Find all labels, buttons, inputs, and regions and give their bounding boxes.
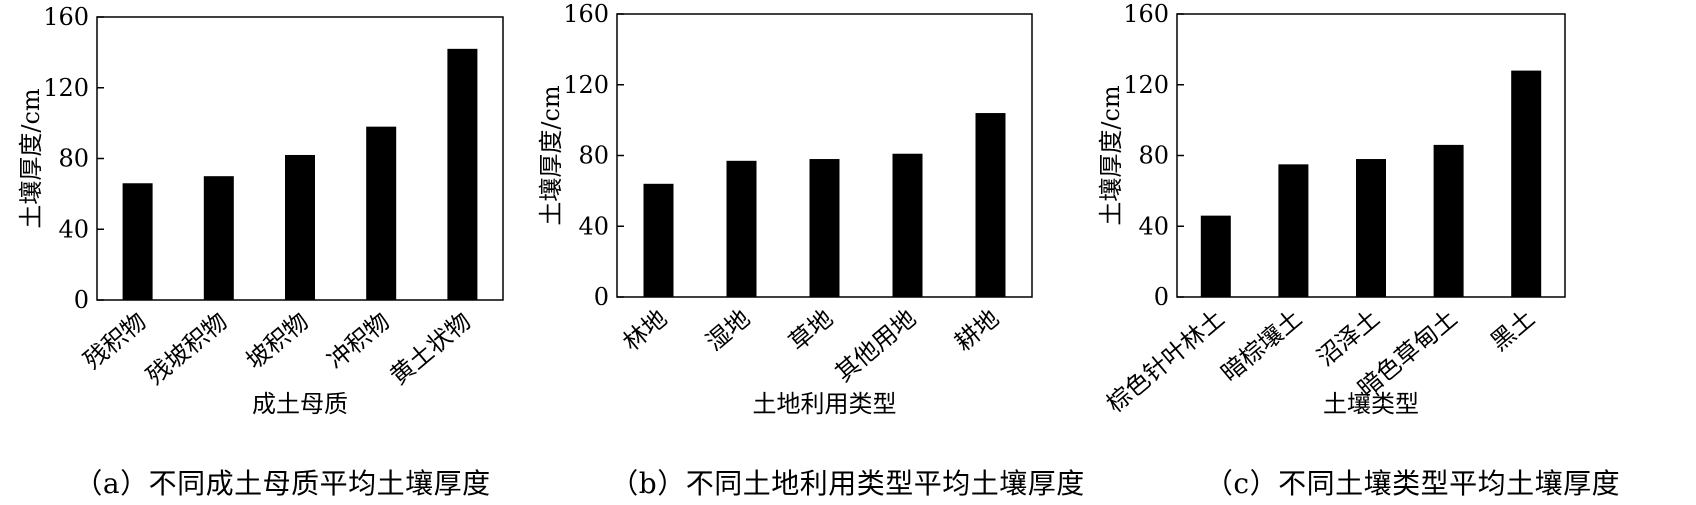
bar — [1278, 164, 1309, 297]
y-tick-label: 0 — [594, 283, 609, 311]
category-label: 黑土 — [1485, 304, 1540, 356]
category-label: 冲积物 — [322, 307, 395, 375]
bar — [726, 160, 757, 297]
y-tick-label: 40 — [58, 215, 89, 243]
y-tick-label: 80 — [58, 145, 89, 173]
category-label: 耕地 — [950, 304, 1005, 356]
chart-panel-c: 0 40 80 120 160 棕色针叶林土 暗棕壤土 沼泽土 暗色草甸土 黑土 土壤厚度/cm 土壤… — [1097, 0, 1695, 505]
x-axis-label: 土壤类型 — [1323, 390, 1419, 418]
y-tick-label: 120 — [563, 71, 609, 99]
category-label: 残积物 — [78, 307, 151, 375]
y-tick-label: 0 — [1154, 283, 1169, 311]
category-label: 其他用地 — [830, 304, 922, 387]
y-tick-label: 160 — [43, 3, 89, 31]
y-axis-label: 土壤厚度/cm — [1097, 85, 1125, 226]
y-axis-label: 土壤厚度/cm — [17, 88, 45, 229]
category-label: 湿地 — [701, 304, 756, 356]
y-tick-label: 120 — [43, 74, 89, 102]
x-axis-label: 成土母质 — [252, 390, 348, 418]
y-tick-label: 80 — [1138, 142, 1169, 170]
bar — [1200, 215, 1231, 297]
chart-caption-c: （c）不同土壤类型平均土壤厚度 — [1204, 467, 1621, 500]
chart-panel-b: 0 40 80 120 160 林地 湿地 草地 其他用地 耕地 土壤厚度/cm 土地利用类型 （b）… — [537, 0, 1130, 505]
y-tick-label: 80 — [578, 142, 609, 170]
category-label: 沼泽土 — [1312, 304, 1385, 372]
bar — [975, 113, 1006, 297]
bar — [366, 126, 397, 300]
y-tick-label: 40 — [578, 212, 609, 240]
chart-caption-b: （b）不同土地利用类型平均土壤厚度 — [610, 467, 1085, 500]
bar — [1511, 70, 1542, 297]
category-label: 林地 — [618, 304, 673, 356]
bar — [447, 48, 478, 301]
chart-caption-a: （a）不同成土母质平均土壤厚度 — [74, 467, 491, 500]
chart-panel-a: 0 40 80 120 160 残积物 残坡积物 坡积物 冲积物 黄土状物 土壤厚度/cm 成土母质 … — [0, 0, 565, 505]
bar — [1433, 144, 1464, 297]
y-tick-label: 160 — [563, 0, 609, 28]
bar — [892, 153, 923, 297]
category-label: 暗棕壤土 — [1216, 304, 1308, 387]
y-tick-label: 0 — [74, 286, 89, 314]
category-label: 草地 — [784, 304, 839, 356]
y-tick-label: 40 — [1138, 212, 1169, 240]
category-label: 残坡积物 — [141, 307, 233, 390]
category-label: 黄土状物 — [385, 307, 477, 390]
y-tick-label: 160 — [1123, 0, 1169, 28]
bar — [643, 183, 674, 297]
bar — [1356, 159, 1386, 297]
y-axis-label: 土壤厚度/cm — [537, 85, 565, 226]
category-label: 坡积物 — [241, 307, 314, 375]
bar — [203, 176, 234, 300]
y-tick-label: 120 — [1123, 71, 1169, 99]
x-axis-label: 土地利用类型 — [753, 390, 897, 418]
bar — [809, 159, 840, 297]
bar — [122, 183, 153, 300]
bar — [285, 154, 315, 300]
